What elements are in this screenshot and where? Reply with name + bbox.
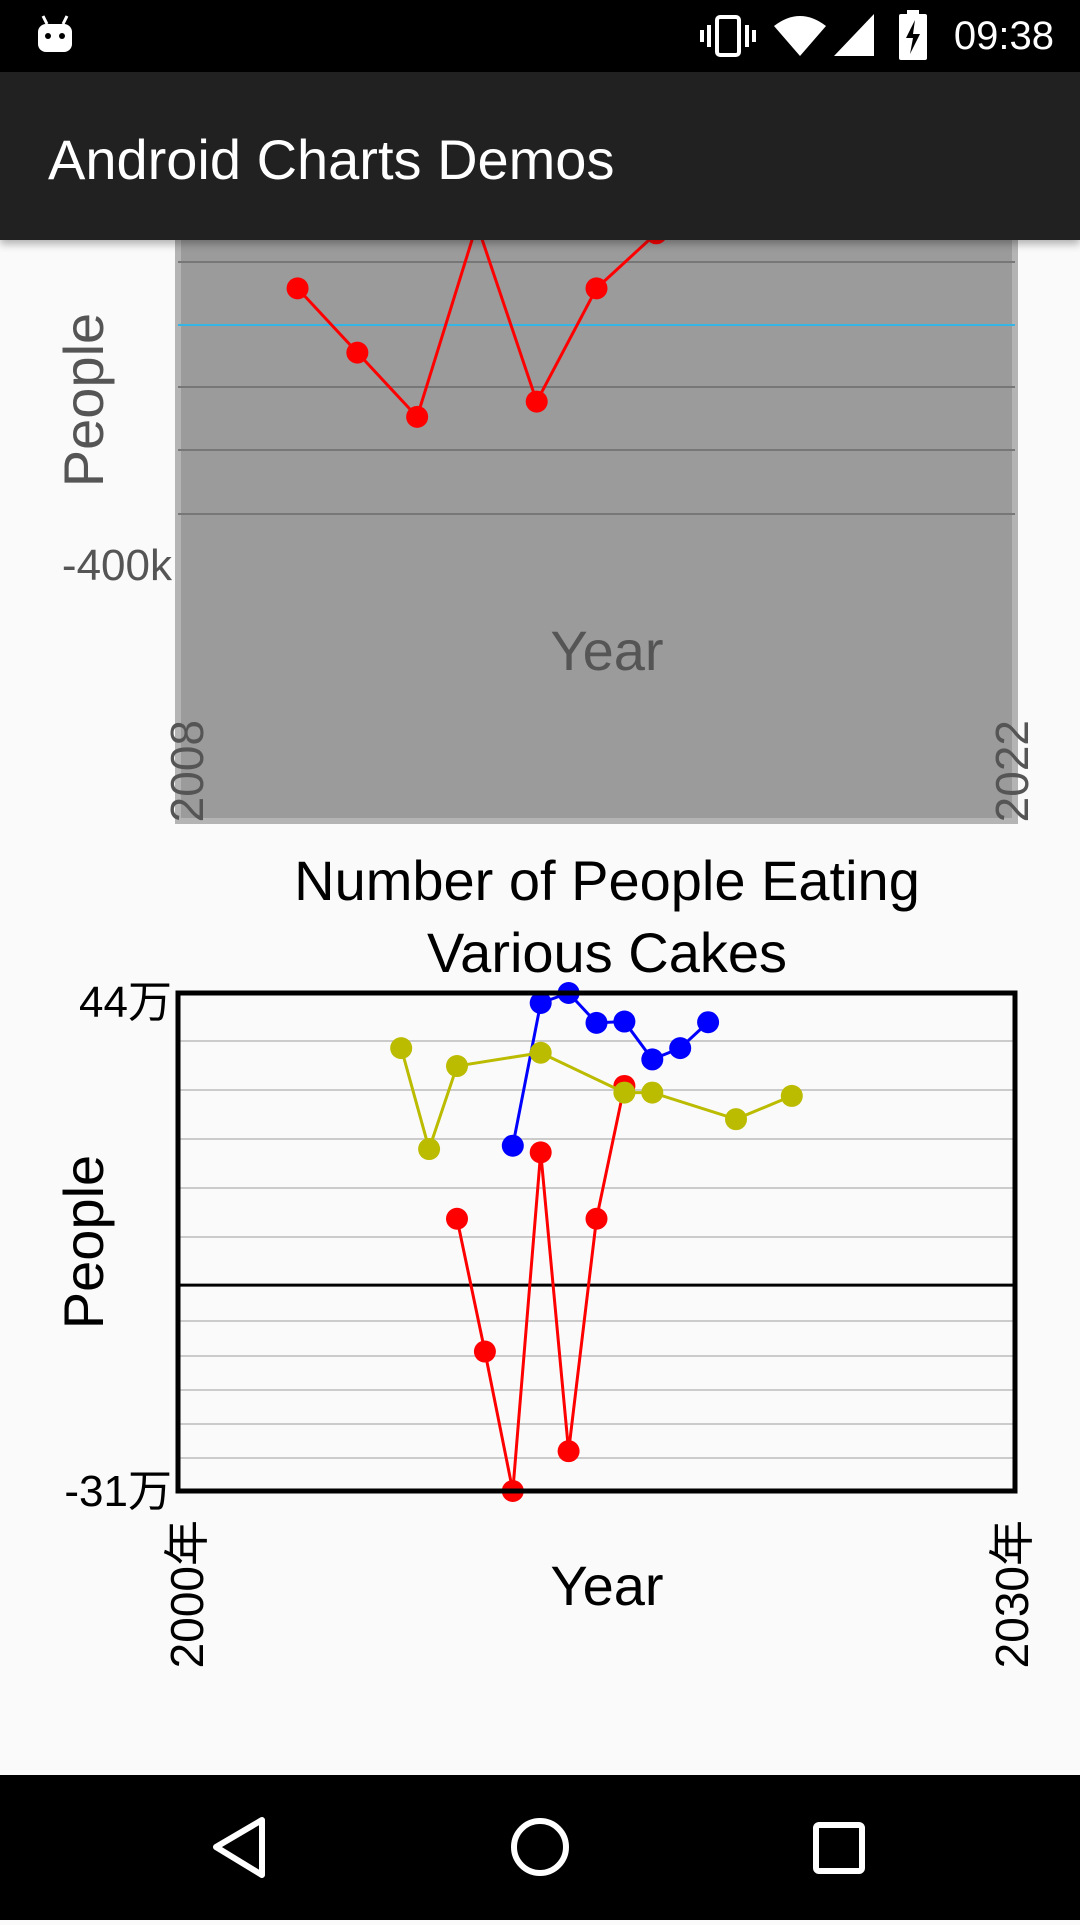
chart-1-x-axis-label: Year xyxy=(550,619,663,682)
vibrate-icon xyxy=(700,15,756,57)
chart-1-data-point xyxy=(406,405,429,428)
chart-2-data-point xyxy=(641,1081,664,1104)
chart-2-data-point xyxy=(585,1011,608,1034)
app-title: Android Charts Demos xyxy=(48,128,615,191)
chart-1-series-group xyxy=(286,240,665,428)
chart-1: -400k 2008 2022 Year People xyxy=(52,240,1038,824)
chart-1-data-point xyxy=(525,390,548,413)
chart-1-data-point xyxy=(585,277,608,300)
chart-2-title-line-1: Number of People Eating xyxy=(294,849,920,912)
charts-canvas: -400k 2008 2022 Year People Number of Pe… xyxy=(52,240,1038,1668)
chart-2-x-tick-label-end: 2030年 xyxy=(986,1520,1038,1668)
chart-1-y-tick-label: -400k xyxy=(62,541,173,590)
chart-1-data-point xyxy=(286,277,309,300)
chart-2-x-tick-label-start: 2000年 xyxy=(161,1520,213,1668)
chart-2-data-point xyxy=(613,1010,636,1033)
chart-2-grid xyxy=(178,1040,1015,1459)
chart-2-data-point xyxy=(585,1207,608,1230)
chart-2-data-point xyxy=(697,1011,720,1034)
recents-button[interactable] xyxy=(750,1775,930,1920)
chart-1-x-tick-label-start: 2008 xyxy=(161,720,213,822)
chart-2-data-point xyxy=(669,1037,692,1060)
chart-2: Number of People Eating Various Cakes 44… xyxy=(52,849,1038,1668)
recents-square-icon xyxy=(813,1822,865,1874)
chart-scroll-content[interactable]: -400k 2008 2022 Year People Number of Pe… xyxy=(0,240,1080,1775)
back-button[interactable] xyxy=(150,1775,330,1920)
chart-2-y-axis-label: People xyxy=(52,1155,115,1329)
home-circle-icon xyxy=(511,1818,569,1876)
chart-1-data-point xyxy=(346,341,369,364)
chart-2-data-point xyxy=(641,1048,664,1071)
chart-2-data-point xyxy=(390,1037,413,1060)
chart-2-data-point xyxy=(446,1055,468,1078)
chart-2-data-point xyxy=(725,1108,747,1131)
status-time: 09:38 xyxy=(953,14,1054,58)
chart-2-x-axis-label: Year xyxy=(550,1554,663,1617)
chart-2-series-line xyxy=(399,1047,793,1155)
chart-2-data-point xyxy=(473,1340,496,1363)
chart-2-y-tick-label-top: 44万 xyxy=(79,978,172,1027)
chart-2-data-point xyxy=(446,1207,468,1230)
chart-2-data-point xyxy=(780,1084,803,1107)
chart-2-data-point xyxy=(613,1081,636,1104)
chart-1-plot-area xyxy=(175,240,1018,824)
chart-1-y-axis-label: People xyxy=(52,313,115,487)
chart-2-data-point xyxy=(529,991,552,1014)
chart-1-x-tick-label-end: 2022 xyxy=(986,720,1038,822)
cellular-signal-icon xyxy=(834,14,874,56)
chart-2-data-point xyxy=(529,1041,552,1064)
battery-charging-icon xyxy=(899,10,927,60)
chart-1-data-point xyxy=(647,240,665,245)
app-bar: Android Charts Demos xyxy=(0,72,1080,240)
wifi-icon xyxy=(774,16,826,56)
chart-2-title-line-2: Various Cakes xyxy=(427,921,787,984)
chart-2-plot-frame xyxy=(175,990,1018,1494)
android-notification-icon xyxy=(38,15,72,52)
home-button[interactable] xyxy=(450,1775,630,1920)
chart-2-data-point xyxy=(529,1141,552,1164)
status-bar: 09:38 xyxy=(0,0,1080,72)
navigation-bar xyxy=(0,1775,1080,1920)
back-triangle-icon xyxy=(213,1817,265,1878)
chart-2-data-point xyxy=(501,1134,524,1157)
chart-2-plot-area xyxy=(178,993,1015,1491)
chart-1-grid xyxy=(178,261,1015,515)
chart-2-data-point xyxy=(418,1138,441,1161)
chart-2-series-group xyxy=(390,982,803,1502)
chart-2-data-point xyxy=(557,1440,580,1463)
chart-2-y-tick-label-bottom: -31万 xyxy=(64,1467,172,1516)
